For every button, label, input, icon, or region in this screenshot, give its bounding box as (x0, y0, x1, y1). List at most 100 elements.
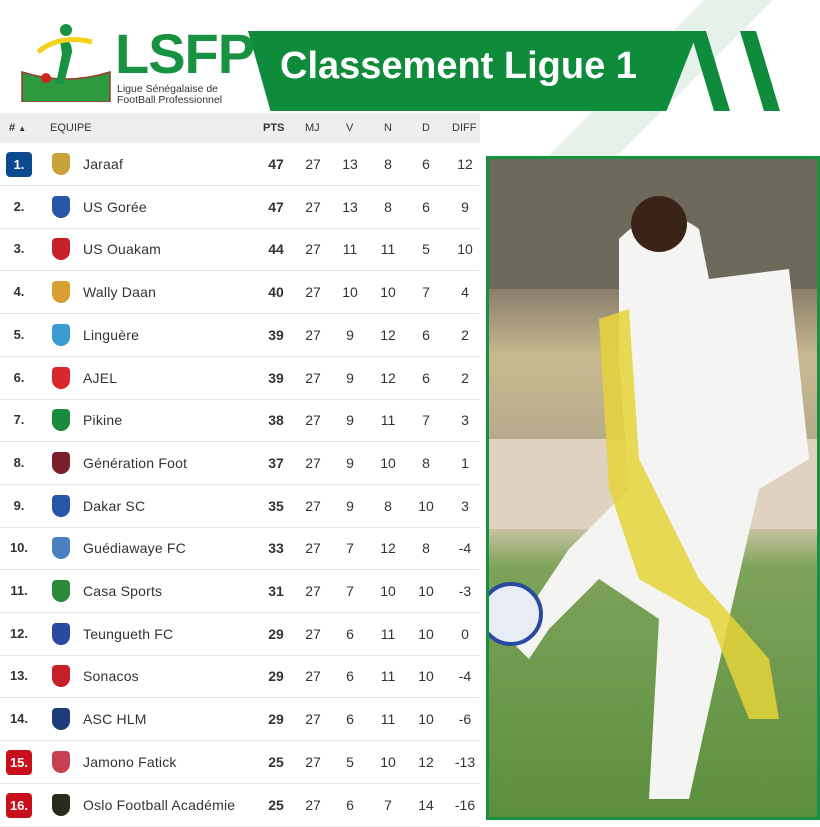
league-emblem-icon (21, 24, 111, 102)
col-d[interactable]: D (422, 122, 430, 134)
wins: 7 (346, 583, 354, 599)
team-crest-icon (52, 153, 70, 175)
points: 47 (268, 198, 284, 215)
table-row[interactable]: 1. Jaraaf 47 27 13 8 6 12 (0, 143, 480, 186)
points: 31 (268, 583, 284, 599)
goal-difference: -16 (454, 796, 476, 813)
team-name[interactable]: US Gorée (83, 198, 147, 215)
table-row[interactable]: 15. Jamono Fatick 25 27 5 10 12 -13 (0, 741, 480, 784)
matches-played: 27 (305, 326, 321, 343)
table-row[interactable]: 11. Casa Sports 31 27 7 10 10 -3 (0, 570, 480, 613)
wins: 9 (346, 454, 354, 471)
table-row[interactable]: 12. Teungueth FC 29 27 6 11 10 0 (0, 613, 480, 656)
losses: 6 (422, 156, 430, 172)
wins: 10 (342, 284, 358, 301)
col-team[interactable]: EQUIPE (50, 122, 92, 134)
team-name[interactable]: Pikine (83, 412, 123, 429)
matches-played: 27 (305, 796, 321, 813)
matches-played: 27 (305, 241, 321, 258)
losses: 6 (422, 326, 430, 343)
goal-difference: -6 (458, 711, 472, 728)
table-row[interactable]: 8. Génération Foot 37 27 9 10 8 1 (0, 442, 480, 485)
col-n[interactable]: N (384, 122, 392, 134)
draws: 11 (380, 668, 396, 685)
col-v[interactable]: V (346, 122, 354, 134)
table-row[interactable]: 4. Wally Daan 40 27 10 10 7 4 (0, 271, 480, 315)
table-row[interactable]: 16. Oslo Football Académie 25 27 6 7 14 … (0, 784, 480, 827)
team-crest-icon (52, 281, 70, 304)
team-name[interactable]: Casa Sports (83, 583, 163, 599)
losses: 8 (422, 540, 430, 557)
points: 25 (268, 753, 284, 770)
losses: 8 (422, 454, 430, 471)
table-row[interactable]: 9. Dakar SC 35 27 9 8 10 3 (0, 485, 480, 528)
team-name[interactable]: ASC HLM (83, 711, 147, 728)
draws: 10 (380, 753, 396, 770)
team-name[interactable]: US Ouakam (83, 241, 162, 258)
matches-played: 27 (305, 412, 321, 429)
draws: 7 (384, 796, 392, 813)
team-name[interactable]: AJEL (83, 369, 118, 386)
col-mj[interactable]: MJ (305, 122, 320, 134)
team-name[interactable]: Wally Daan (83, 284, 157, 301)
team-crest-icon (52, 409, 70, 432)
rank: 2. (13, 198, 25, 214)
matches-played: 27 (305, 753, 321, 770)
points: 33 (268, 540, 284, 557)
team-name[interactable]: Oslo Football Académie (83, 796, 236, 813)
team-name[interactable]: Jamono Fatick (83, 753, 177, 770)
wins: 9 (346, 412, 354, 429)
player-photo-illustration (489, 159, 817, 800)
table-row[interactable]: 7. Pikine 38 27 9 11 7 3 (0, 399, 480, 443)
matches-played: 27 (305, 454, 321, 471)
col-rank[interactable]: # ▲ (9, 122, 27, 134)
goal-difference: 3 (461, 497, 469, 514)
wins: 11 (342, 241, 358, 258)
wins: 7 (346, 540, 354, 557)
losses: 10 (418, 668, 434, 685)
table-row[interactable]: 6. AJEL 39 27 9 12 6 2 (0, 357, 480, 400)
goal-difference: -13 (454, 753, 476, 770)
draws: 10 (380, 284, 396, 301)
goal-difference: 12 (457, 156, 473, 172)
points: 35 (268, 497, 284, 514)
losses: 6 (422, 369, 430, 386)
team-name[interactable]: Sonacos (83, 668, 139, 685)
team-crest-icon (52, 793, 70, 816)
table-row[interactable]: 10. Guédiawaye FC 33 27 7 12 8 -4 (0, 527, 480, 571)
table-row[interactable]: 13. Sonacos 29 27 6 11 10 -4 (0, 655, 480, 699)
table-row[interactable]: 2. US Gorée 47 27 13 8 6 9 (0, 186, 480, 229)
team-name[interactable]: Guédiawaye FC (83, 540, 186, 557)
draws: 8 (384, 156, 392, 172)
col-diff[interactable]: DIFF (452, 122, 477, 134)
team-crest-icon (52, 622, 70, 645)
rank: 14. (9, 711, 29, 727)
team-crest-icon (52, 665, 70, 688)
team-crest-icon (52, 238, 70, 261)
draws: 11 (380, 625, 396, 642)
team-name[interactable]: Teungueth FC (83, 625, 174, 642)
draws: 10 (380, 454, 396, 471)
rank: 5. (13, 326, 25, 342)
team-name[interactable]: Dakar SC (83, 497, 146, 514)
team-name[interactable]: Linguère (83, 326, 140, 343)
matches-played: 27 (305, 198, 321, 215)
table-row[interactable]: 14. ASC HLM 29 27 6 11 10 -6 (0, 698, 480, 742)
logo-subtitle: Ligue Sénégalaise de FootBall Professionn… (117, 83, 223, 106)
team-name[interactable]: Génération Foot (83, 454, 188, 471)
sort-asc-icon: ▲ (18, 124, 27, 133)
team-name[interactable]: Jaraaf (83, 156, 124, 172)
table-row[interactable]: 5. Linguère 39 27 9 12 6 2 (0, 314, 480, 357)
draws: 8 (384, 198, 392, 215)
rank: 8. (13, 454, 25, 470)
draws: 12 (380, 369, 396, 386)
table-row[interactable]: 3. US Ouakam 44 27 11 11 5 10 (0, 228, 480, 272)
goal-difference: 1 (461, 454, 469, 471)
points: 39 (268, 369, 284, 386)
goal-difference: 0 (461, 625, 469, 642)
rank: 3. (13, 241, 25, 257)
col-pts[interactable]: PTS (263, 122, 285, 134)
wins: 13 (342, 156, 358, 172)
goal-difference: -3 (458, 583, 472, 599)
team-crest-icon (52, 708, 70, 731)
